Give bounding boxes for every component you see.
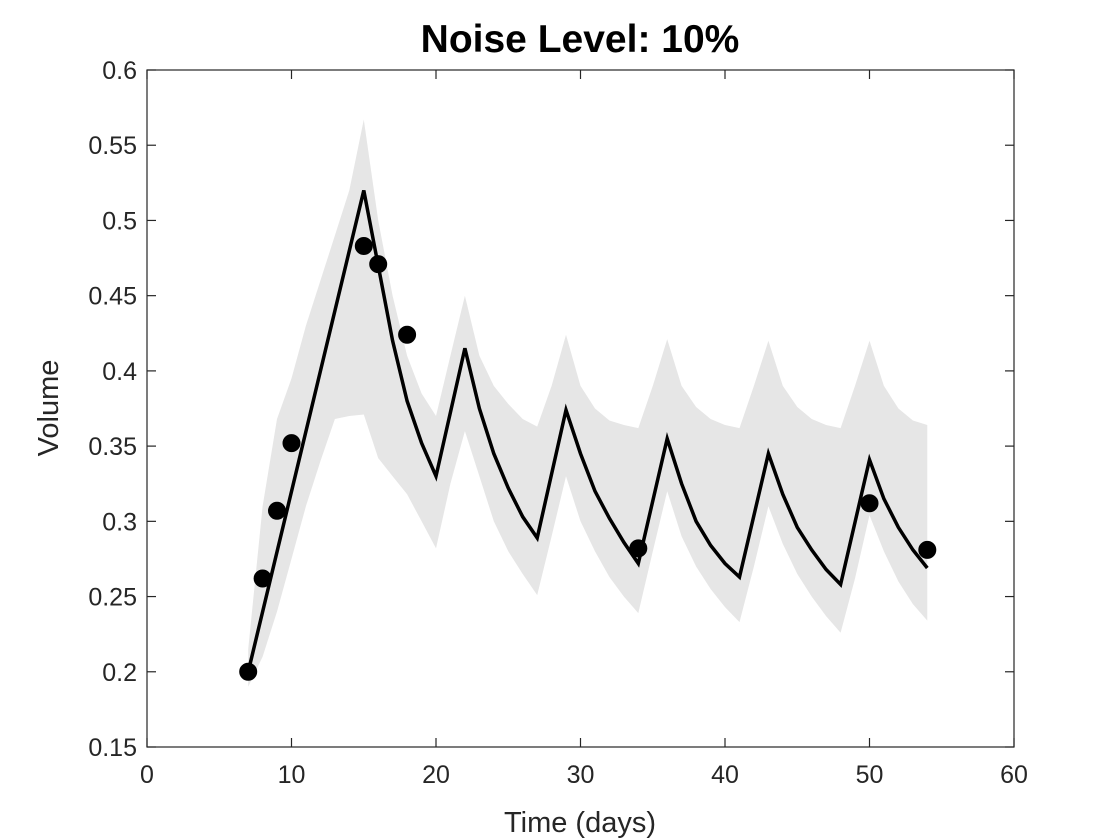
data-point [354,237,373,255]
x-axis-title: Time (days) [504,807,656,839]
data-points-layer [239,237,937,681]
y-tick-label: 0.45 [88,283,137,311]
data-point [369,255,388,274]
confidence-band [248,119,928,687]
ticks: 0 10 20 30 40 50 60 0.15 0.2 0.25 0.3 0.35 0.4 0.45 0.… [88,57,1028,789]
x-tick-label: 40 [711,761,739,789]
y-axis-title: Volume [33,360,65,457]
y-tick-label: 0.3 [102,508,137,536]
x-tick-label: 0 [140,761,154,789]
y-tick-label: 0.35 [88,433,137,461]
y-tick-label: 0.25 [88,584,137,612]
x-tick-label: 20 [422,761,450,789]
data-point [860,494,879,513]
chart-title: Noise Level: 10% [421,18,740,61]
data-point [239,662,258,681]
x-tick-label: 60 [1000,761,1028,789]
y-tick-label: 0.6 [102,57,137,85]
x-tick-label: 30 [567,761,595,789]
y-tick-label: 0.2 [102,659,137,687]
data-point [253,569,272,588]
data-point [629,539,648,558]
x-tick-label: 10 [278,761,306,789]
data-point [398,325,417,344]
data-point [918,540,937,559]
data-point [268,501,286,520]
y-tick-label: 0.55 [88,132,137,160]
confidence-band-layer [248,119,928,687]
y-tick-label: 0.4 [102,358,137,386]
y-tick-label: 0.5 [102,207,137,235]
x-tick-label: 50 [856,761,884,789]
data-point [282,434,301,453]
y-tick-label: 0.15 [88,734,137,762]
